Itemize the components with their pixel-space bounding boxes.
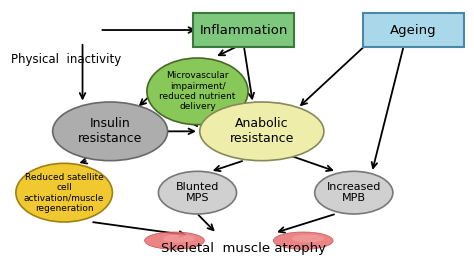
Ellipse shape bbox=[292, 234, 324, 243]
FancyBboxPatch shape bbox=[193, 13, 294, 47]
Text: Skeletal  muscle atrophy: Skeletal muscle atrophy bbox=[161, 242, 326, 255]
Ellipse shape bbox=[147, 58, 248, 125]
Text: Insulin
resistance: Insulin resistance bbox=[78, 117, 142, 145]
Text: Anabolic
resistance: Anabolic resistance bbox=[229, 117, 294, 145]
Ellipse shape bbox=[163, 234, 195, 243]
Ellipse shape bbox=[158, 171, 237, 214]
Ellipse shape bbox=[53, 102, 168, 161]
Text: Reduced satellite
cell
activation/muscle
regeneration: Reduced satellite cell activation/muscle… bbox=[24, 173, 104, 213]
Ellipse shape bbox=[145, 232, 204, 249]
Text: Ageing: Ageing bbox=[390, 24, 437, 36]
Text: Physical  inactivity: Physical inactivity bbox=[11, 53, 121, 66]
Ellipse shape bbox=[315, 171, 393, 214]
Ellipse shape bbox=[273, 232, 333, 249]
FancyBboxPatch shape bbox=[363, 13, 464, 47]
Text: Microvascular
impairment/
reduced nutrient
delivery: Microvascular impairment/ reduced nutrie… bbox=[159, 71, 236, 111]
Text: Increased
MPB: Increased MPB bbox=[327, 182, 381, 203]
Ellipse shape bbox=[16, 163, 112, 222]
Ellipse shape bbox=[200, 102, 324, 161]
Text: Inflammation: Inflammation bbox=[199, 24, 288, 36]
Text: Blunted
MPS: Blunted MPS bbox=[176, 182, 219, 203]
